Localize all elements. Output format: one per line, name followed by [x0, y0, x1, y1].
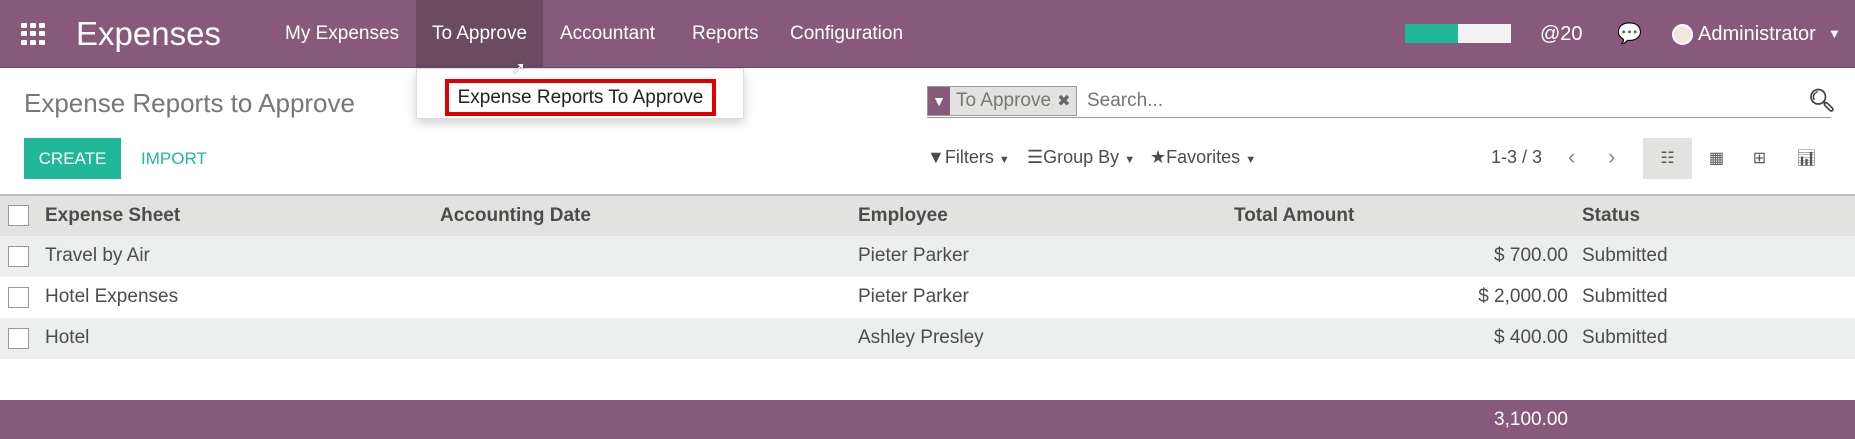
- menu-item-expense-reports-to-approve[interactable]: Expense Reports To Approve: [445, 79, 716, 116]
- search-underline: [927, 117, 1831, 118]
- caret-down-icon[interactable]: ▼: [1828, 26, 1841, 41]
- mouse-cursor-icon: ➚: [511, 58, 527, 78]
- cell-employee: Pieter Parker: [858, 245, 969, 266]
- menu-configuration[interactable]: Configuration: [790, 23, 904, 44]
- column-status[interactable]: Status: [1582, 205, 1641, 226]
- search-facet: ▼ To Approve ✖: [927, 86, 1078, 116]
- top-navbar: Expenses My Expenses To Approve Accounta…: [0, 0, 1855, 68]
- cell-status: Submitted: [1582, 327, 1668, 348]
- cell-expense-sheet: Hotel Expenses: [45, 286, 179, 307]
- pager-next-icon[interactable]: ›: [1608, 144, 1616, 169]
- cell-status: Submitted: [1582, 286, 1668, 307]
- caret-down-icon: ▼: [998, 154, 1010, 166]
- app-title: Expenses: [76, 15, 221, 52]
- pager-previous-icon[interactable]: ‹: [1568, 144, 1576, 169]
- column-total-amount[interactable]: Total Amount: [1234, 205, 1355, 226]
- cell-total-amount: $ 2,000.00: [1478, 286, 1568, 307]
- progress-fill: [1405, 24, 1458, 43]
- select-all-checkbox[interactable]: [8, 205, 29, 226]
- row-checkbox[interactable]: [8, 287, 29, 308]
- search-icon[interactable]: 🔍︎: [1808, 88, 1836, 113]
- bars-icon: ☰: [1027, 147, 1044, 167]
- table-footer: 3,100.00: [0, 400, 1855, 439]
- group-by-button[interactable]: ☰Group By ▼: [1027, 145, 1135, 172]
- filter-icon: ▼: [928, 87, 950, 115]
- table-header: Expense Sheet Accounting Date Employee T…: [0, 194, 1855, 236]
- menu-to-approve[interactable]: To Approve: [416, 0, 543, 68]
- pager-value[interactable]: 1-3 / 3: [1491, 147, 1543, 167]
- list-view-icon[interactable]: ☷: [1643, 138, 1692, 179]
- graph-view-icon[interactable]: 📊︎: [1796, 150, 1817, 167]
- pivot-view-icon[interactable]: ⊞: [1752, 150, 1767, 167]
- row-checkbox[interactable]: [8, 328, 29, 349]
- column-accounting-date[interactable]: Accounting Date: [440, 205, 591, 226]
- cell-expense-sheet: Travel by Air: [45, 245, 150, 266]
- cell-total-amount: $ 700.00: [1494, 245, 1568, 266]
- star-icon: ★: [1150, 147, 1167, 167]
- row-checkbox[interactable]: [8, 246, 29, 267]
- facet-label: To Approve: [956, 90, 1052, 111]
- chat-icon[interactable]: 💬: [1617, 23, 1642, 45]
- avatar: [1672, 24, 1693, 45]
- apps-grid-icon[interactable]: [21, 23, 47, 45]
- table-row[interactable]: Travel by Air Pieter Parker $ 700.00 Sub…: [0, 236, 1855, 277]
- menu-my-expenses[interactable]: My Expenses: [285, 23, 400, 44]
- filters-label: Filters: [944, 147, 994, 167]
- import-button[interactable]: IMPORT: [141, 149, 207, 168]
- cell-total-amount: $ 400.00: [1494, 327, 1568, 348]
- page-title: Expense Reports to Approve: [24, 88, 355, 118]
- favorites-button[interactable]: ★Favorites ▼: [1150, 145, 1256, 172]
- kanban-view-icon[interactable]: ▦: [1708, 150, 1725, 167]
- group-by-label: Group By: [1043, 147, 1120, 167]
- cell-expense-sheet: Hotel: [45, 327, 90, 348]
- filters-button[interactable]: ▼Filters ▼: [927, 145, 1010, 172]
- table-row[interactable]: Hotel Ashley Presley $ 400.00 Submitted: [0, 318, 1855, 359]
- total-amount-sum: 3,100.00: [1494, 409, 1568, 430]
- create-button[interactable]: CREATE: [24, 138, 121, 179]
- progress-bar[interactable]: [1405, 24, 1511, 43]
- filter-icon: ▼: [927, 147, 945, 167]
- remove-facet-icon[interactable]: ✖: [1057, 93, 1071, 110]
- favorites-label: Favorites: [1166, 147, 1241, 167]
- to-approve-dropdown: Expense Reports To Approve: [416, 68, 744, 119]
- search-input[interactable]: [1087, 86, 1787, 116]
- cell-status: Submitted: [1582, 245, 1668, 266]
- column-employee[interactable]: Employee: [858, 205, 948, 226]
- caret-down-icon: ▼: [1124, 154, 1136, 166]
- menu-reports[interactable]: Reports: [692, 23, 759, 44]
- table-row[interactable]: Hotel Expenses Pieter Parker $ 2,000.00 …: [0, 277, 1855, 318]
- column-expense-sheet[interactable]: Expense Sheet: [45, 205, 181, 226]
- user-menu[interactable]: Administrator: [1698, 23, 1816, 45]
- caret-down-icon: ▼: [1245, 154, 1257, 166]
- cell-employee: Pieter Parker: [858, 286, 969, 307]
- menu-accountant[interactable]: Accountant: [560, 23, 656, 44]
- mentions-counter[interactable]: @20: [1540, 23, 1583, 45]
- cell-employee: Ashley Presley: [858, 327, 984, 348]
